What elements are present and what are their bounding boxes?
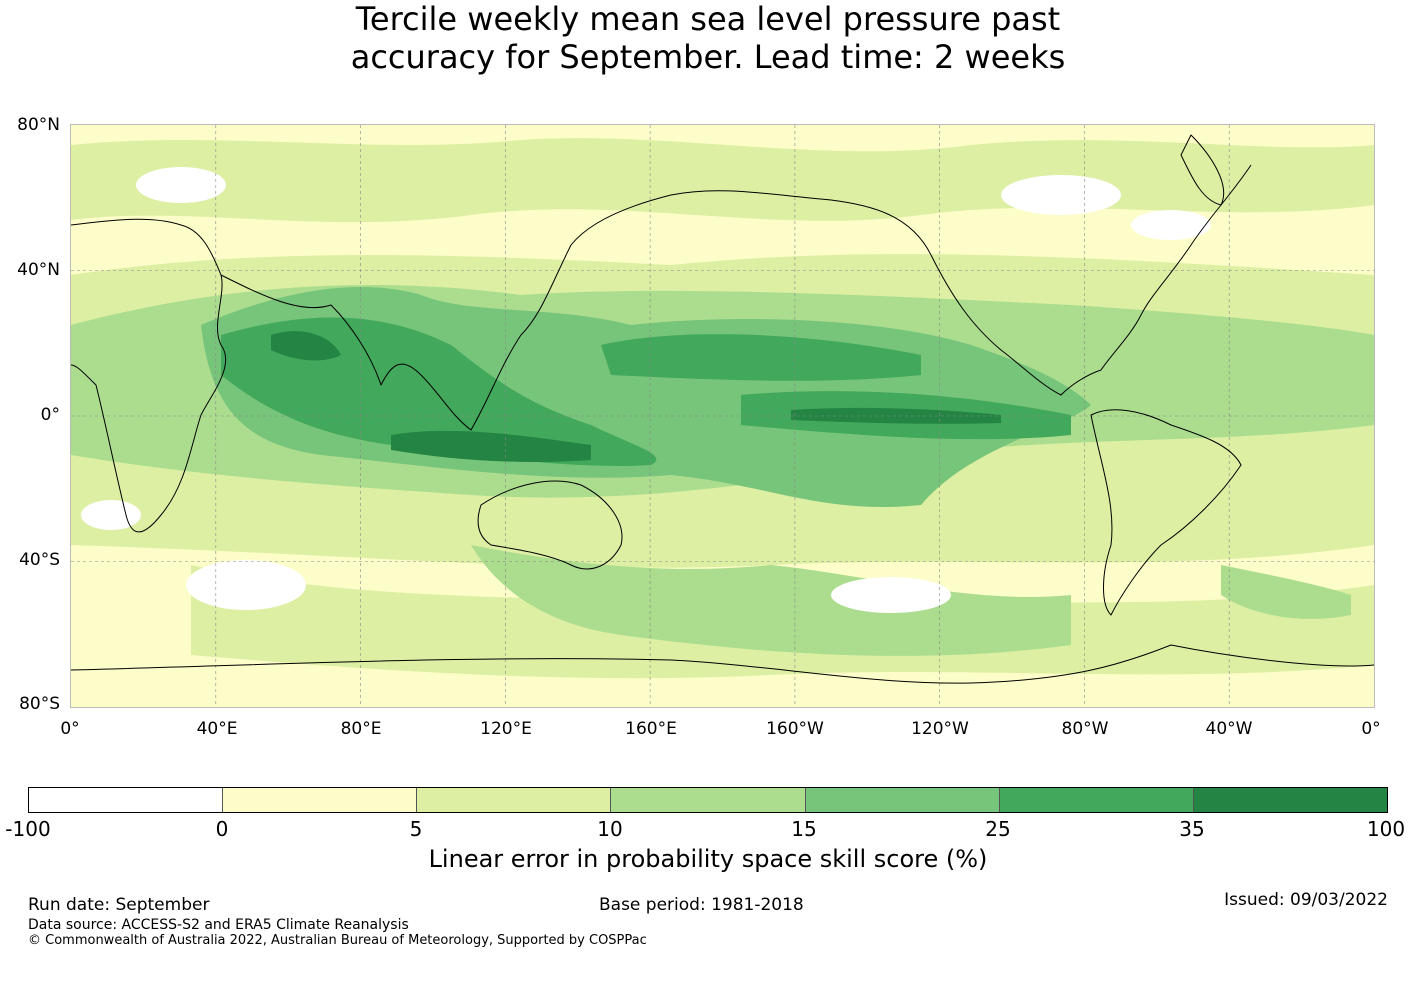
skill-zone-negative xyxy=(81,167,1211,613)
coast-africa-europe xyxy=(71,218,227,533)
colorbar-segment-5-10 xyxy=(417,788,612,812)
copyright: © Commonwealth of Australia 2022, Austra… xyxy=(28,933,647,948)
issued-date: Issued: 09/03/2022 xyxy=(1224,890,1388,910)
coast-greenland xyxy=(1180,134,1225,206)
colorbar-tick-15: 15 xyxy=(791,817,817,841)
colorbar-tick-neg100: -100 xyxy=(5,817,51,841)
title-line-1: Tercile weekly mean sea level pressure p… xyxy=(355,0,1061,38)
coastlines xyxy=(71,134,1374,684)
lat-label-0: 0° xyxy=(40,405,60,425)
colorbar-segment-35-100 xyxy=(1193,788,1387,812)
colorbar-label: Linear error in probability space skill … xyxy=(428,845,988,873)
lon-label-40w: 40°W xyxy=(1205,719,1253,739)
colorbar-segment-neg100-0 xyxy=(29,788,224,812)
coast-antarctica xyxy=(71,644,1374,684)
coast-north-america xyxy=(930,164,1252,396)
coast-south-america xyxy=(1090,409,1242,616)
colorbar-segment-25-35 xyxy=(999,788,1194,812)
colorbar-tick-100: 100 xyxy=(1366,817,1406,841)
lat-label-80s: 80°S xyxy=(19,694,60,714)
lon-label-120w: 120°W xyxy=(911,719,969,739)
colorbar xyxy=(28,787,1388,813)
data-source: Data source: ACCESS-S2 and ERA5 Climate … xyxy=(28,917,409,933)
colorbar-segment-15-25 xyxy=(805,788,1000,812)
colorbar-tick-0: 0 xyxy=(215,817,229,841)
lon-label-80e: 80°E xyxy=(340,719,382,739)
lat-label-40s: 40°S xyxy=(19,550,60,570)
coast-australia xyxy=(477,480,623,570)
lon-label-0-left: 0° xyxy=(60,719,80,739)
colorbar-tick-25: 25 xyxy=(985,817,1011,841)
coast-asia xyxy=(220,190,932,431)
lon-label-120e: 120°E xyxy=(480,719,532,739)
colorbar-segment-0-5 xyxy=(223,788,418,812)
title-line-2: accuracy for September. Lead time: 2 wee… xyxy=(350,38,1066,76)
run-date: Run date: September xyxy=(28,895,210,915)
lon-label-40e: 40°E xyxy=(196,719,238,739)
lon-label-160w: 160°W xyxy=(766,719,824,739)
graticule xyxy=(71,125,1374,707)
lon-label-80w: 80°W xyxy=(1061,719,1109,739)
map-title: Tercile weekly mean sea level pressure p… xyxy=(0,0,1416,76)
skill-zone-35-100 xyxy=(271,331,1001,462)
colorbar-segment-10-15 xyxy=(611,788,806,812)
map-svg xyxy=(71,125,1374,707)
base-period: Base period: 1981-2018 xyxy=(599,895,804,915)
lon-label-0-right: 0° xyxy=(1361,719,1381,739)
lon-label-160e: 160°E xyxy=(625,719,677,739)
colorbar-tick-5: 5 xyxy=(409,817,423,841)
lat-label-40n: 40°N xyxy=(17,260,60,280)
colorbar-tick-35: 35 xyxy=(1179,817,1205,841)
lat-label-80n: 80°N xyxy=(17,115,60,135)
skill-score-map xyxy=(70,124,1375,708)
colorbar-tick-10: 10 xyxy=(597,817,623,841)
